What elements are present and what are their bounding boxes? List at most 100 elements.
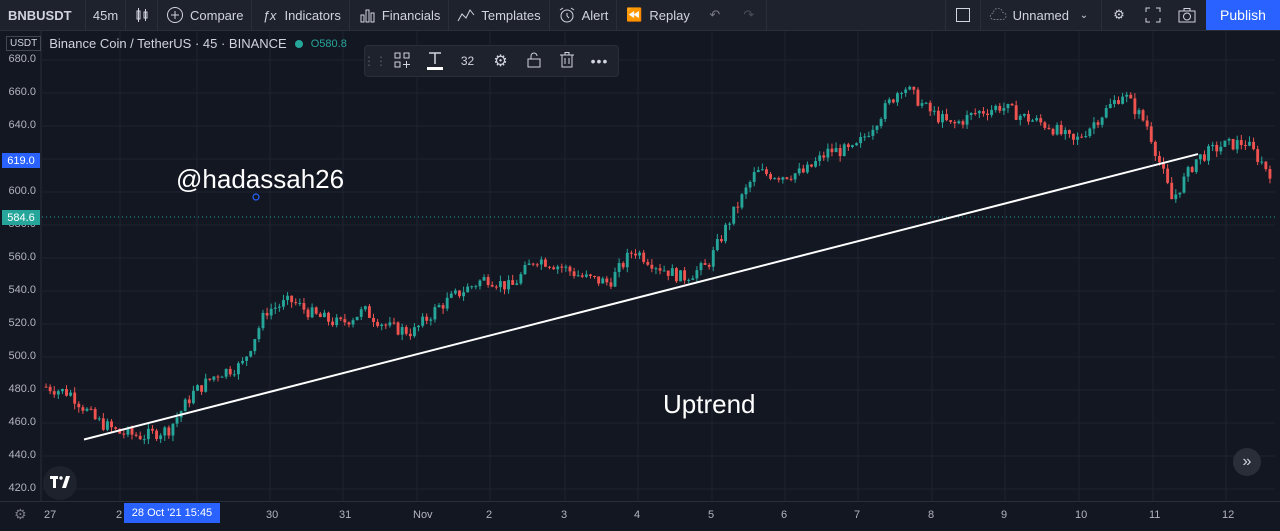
market-status-icon [294, 39, 303, 48]
tradingview-logo[interactable] [43, 466, 77, 500]
chevron-down-icon: ⌄ [1079, 9, 1089, 21]
candle-body [576, 275, 580, 277]
undo-button[interactable]: ↶ [698, 0, 732, 30]
candle-body [1252, 141, 1256, 150]
financials-button[interactable]: Financials [350, 0, 450, 30]
candle-body [789, 178, 793, 180]
candle-body [331, 321, 335, 326]
candle-body [1243, 145, 1247, 147]
candle-body [1010, 103, 1014, 106]
candle-body [48, 386, 52, 392]
candle-body [527, 263, 531, 265]
candle-body [584, 274, 588, 277]
candle-body [306, 309, 310, 318]
candle-body [404, 327, 408, 334]
symbol-title[interactable]: Binance Coin / TetherUS · 45 · BINANCE [49, 36, 287, 51]
price-axis-label: 660.0 [8, 86, 36, 98]
candle-body [167, 427, 171, 436]
templates-icon [457, 6, 475, 24]
candle-body [818, 155, 822, 161]
alert-button[interactable]: Alert [550, 0, 618, 30]
candle-body [52, 391, 56, 395]
publish-button[interactable]: Publish [1206, 0, 1280, 30]
candle-body [65, 389, 68, 396]
time-axis[interactable]: 12 11 10 9 8 7 6 5 4 3 2 Nov 31 30 2 27 28 Oct '21 15:4… [0, 501, 1280, 531]
candle-body [249, 351, 253, 357]
chart-settings-button[interactable]: ⚙ [1102, 0, 1136, 30]
timezone-settings-icon[interactable]: ⚙ [14, 506, 27, 522]
candle-body [949, 120, 953, 122]
candle-body [1006, 103, 1010, 109]
candle-body [801, 168, 805, 173]
candle-body [453, 290, 457, 294]
text-color-button[interactable] [418, 46, 451, 76]
candle-body [621, 263, 625, 268]
candle-body [703, 263, 707, 265]
snapshot-button[interactable] [1170, 0, 1204, 30]
candle-body [1027, 113, 1030, 122]
candle-body [969, 113, 973, 115]
chart-type-button[interactable] [126, 0, 158, 30]
compare-button[interactable]: Compare [158, 0, 253, 30]
uptrend-annotation[interactable]: Uptrend [663, 389, 756, 419]
candle-body [155, 430, 158, 440]
candle-body [273, 307, 277, 309]
candle-body [327, 312, 330, 322]
lock-button[interactable] [517, 46, 550, 76]
candle-body [544, 259, 547, 267]
currency-badge[interactable]: USDT [6, 36, 42, 51]
candle-body [142, 439, 146, 441]
top-toolbar: BNBUSDT 45m Compare ƒx Indicators Financ… [0, 0, 1280, 31]
candle-body [814, 160, 818, 167]
interval-button[interactable]: 45m [86, 0, 126, 30]
candle-body [687, 279, 691, 281]
candle-body [904, 89, 908, 93]
candle-body [891, 99, 895, 103]
chart-legend: USDT Binance Coin / TetherUS · 45 · BINA… [6, 36, 347, 51]
symbol-search-button[interactable]: BNBUSDT [0, 0, 86, 30]
candle-body [564, 266, 568, 268]
candle-body [1108, 104, 1112, 108]
candle-body [977, 111, 981, 114]
candle-body [146, 428, 150, 440]
candle-body [163, 427, 167, 436]
price-chart[interactable] [0, 31, 1275, 501]
candle-body [1100, 117, 1104, 125]
drag-handle[interactable]: ⋮⋮ [363, 54, 387, 68]
trendline [83, 153, 1199, 441]
candle-body [376, 321, 380, 327]
more-button[interactable]: ••• [583, 46, 616, 76]
candle-body [617, 263, 621, 273]
candle-body [920, 103, 924, 106]
candle-body [1153, 141, 1157, 156]
indicators-button[interactable]: ƒx Indicators [252, 0, 350, 30]
delete-button[interactable] [550, 46, 583, 76]
candle-body [1194, 159, 1198, 172]
candle-body [138, 435, 142, 440]
financials-label: Financials [381, 7, 441, 23]
crosshair-time-tag: 28 Oct '21 15:45 [124, 503, 220, 523]
candle-body [257, 328, 261, 340]
candle-body [1178, 192, 1182, 195]
candle-body [797, 168, 801, 174]
fullscreen-button[interactable] [1136, 0, 1170, 30]
price-axis-label: 460.0 [8, 416, 36, 428]
candle-body [638, 252, 642, 256]
candle-body [421, 316, 425, 326]
candle-body [220, 376, 224, 378]
candle-body [224, 368, 228, 377]
candle-body [691, 278, 695, 280]
scroll-to-realtime-button[interactable]: » [1233, 448, 1261, 476]
drawing-settings-button[interactable]: ⚙ [484, 46, 517, 76]
watermark-annotation[interactable]: @hadassah26 [176, 164, 345, 194]
candle-body [720, 239, 723, 242]
template-button[interactable] [385, 46, 418, 76]
symbol-label: BNBUSDT [8, 7, 72, 23]
redo-button[interactable]: ↷ [732, 0, 767, 30]
replay-button[interactable]: ⏪ Replay [617, 0, 697, 30]
font-size-button[interactable]: 32 [451, 46, 484, 76]
candle-body [744, 187, 748, 195]
layout-name-dropdown[interactable]: Unnamed ⌄ [979, 0, 1102, 30]
select-layout-button[interactable] [944, 0, 980, 30]
templates-button[interactable]: Templates [449, 0, 550, 30]
